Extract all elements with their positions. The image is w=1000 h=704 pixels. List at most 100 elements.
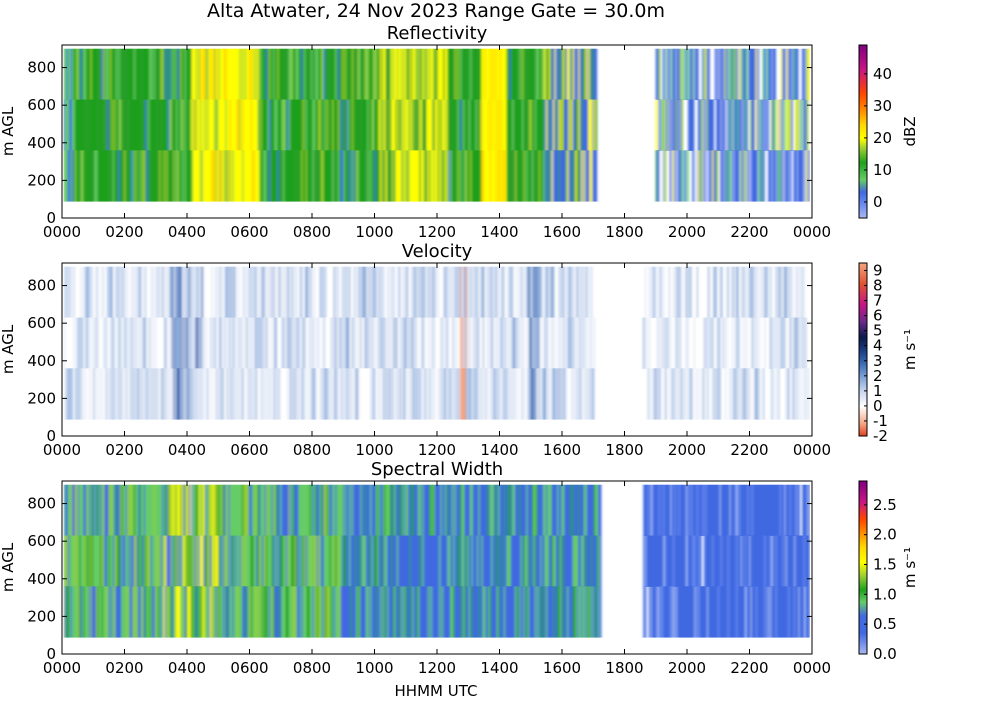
spectral-width-cell xyxy=(498,535,501,587)
reflectivity-cell xyxy=(485,99,488,151)
spectral-width-cell xyxy=(424,535,427,587)
velocity-cell xyxy=(301,317,304,369)
velocity-cell xyxy=(648,317,651,369)
reflectivity-cell xyxy=(236,150,239,202)
reflectivity-xtick-label: 1400 xyxy=(480,223,518,241)
spectral-width-cell xyxy=(537,535,540,587)
reflectivity-cell xyxy=(674,99,677,151)
velocity-cell xyxy=(395,317,398,369)
reflectivity-cell xyxy=(693,48,696,101)
velocity-cell xyxy=(264,317,267,369)
reflectivity-cell xyxy=(177,99,180,151)
reflectivity-cell xyxy=(471,99,474,151)
velocity-cell xyxy=(124,317,127,369)
spectral-width-cell xyxy=(389,586,392,638)
velocity-cell xyxy=(374,266,377,319)
spectral-width-cell xyxy=(789,535,792,587)
velocity-cell xyxy=(319,368,322,420)
spectral-width-cell xyxy=(507,484,510,537)
velocity-cell xyxy=(86,368,89,420)
reflectivity-cell xyxy=(282,150,285,202)
spectral-width-cell xyxy=(740,484,743,537)
velocity-cell xyxy=(235,317,238,369)
reflectivity-cell xyxy=(139,99,142,151)
velocity-cell xyxy=(740,368,743,420)
velocity-cell xyxy=(360,266,363,319)
reflectivity-cell xyxy=(117,48,120,101)
reflectivity-cell xyxy=(465,99,468,151)
velocity-cell xyxy=(133,368,136,420)
spectral-width-cell xyxy=(750,484,753,537)
spectral-width-cell xyxy=(524,586,527,638)
reflectivity-cell xyxy=(216,48,219,101)
spectral-width-cell xyxy=(121,586,124,638)
reflectivity-cell xyxy=(119,48,122,101)
reflectivity-cell xyxy=(94,99,97,151)
spectral-width-cell xyxy=(789,484,792,537)
spectral-width-cell xyxy=(205,586,208,638)
velocity-cell xyxy=(502,266,505,319)
spectral-width-cell xyxy=(79,484,82,537)
reflectivity-cell xyxy=(157,99,160,151)
velocity-cell xyxy=(370,368,373,420)
spectral-width-cell xyxy=(235,484,238,537)
spectral-width-cell xyxy=(339,484,342,537)
reflectivity-cell xyxy=(447,150,450,202)
velocity-cell xyxy=(208,317,211,369)
velocity-cell xyxy=(275,317,278,369)
velocity-cell xyxy=(180,266,183,319)
spectral-width-cell xyxy=(413,535,416,587)
spectral-width-cell xyxy=(114,535,117,587)
velocity-cell xyxy=(681,317,684,369)
velocity-cell xyxy=(322,266,325,319)
spectral-width-cell xyxy=(112,586,115,638)
spectral-width-cell xyxy=(288,586,291,638)
reflectivity-cell xyxy=(741,150,744,202)
velocity-cell xyxy=(729,317,732,369)
velocity-cell xyxy=(469,266,472,319)
velocity-cell xyxy=(70,317,73,369)
spectral-width-cell xyxy=(315,535,318,587)
velocity-cell xyxy=(209,368,212,420)
spectral-width-cell xyxy=(454,484,457,537)
velocity-cell xyxy=(567,266,570,319)
spectral-width-cell xyxy=(337,535,340,587)
reflectivity-cell xyxy=(379,150,382,202)
reflectivity-cell xyxy=(669,150,672,202)
reflectivity-cell xyxy=(250,150,253,202)
reflectivity-cell xyxy=(571,99,574,151)
reflectivity-cell xyxy=(486,150,489,202)
velocity-cell xyxy=(233,266,236,319)
velocity-cell xyxy=(561,266,564,319)
reflectivity-cell xyxy=(479,150,482,202)
reflectivity-cell xyxy=(264,99,267,151)
spectral-width-cell xyxy=(333,484,336,537)
velocity-cell xyxy=(738,368,741,420)
reflectivity-cell xyxy=(589,99,592,151)
spectral-width-cell xyxy=(93,586,96,638)
reflectivity-cell xyxy=(274,48,277,101)
velocity-cell xyxy=(744,317,747,369)
spectral-width-cell xyxy=(767,535,770,587)
spectral-width-cell xyxy=(64,535,67,587)
reflectivity-cell xyxy=(462,48,465,101)
velocity-cell xyxy=(252,317,255,369)
reflectivity-cell xyxy=(378,99,381,151)
spectral-width-cell xyxy=(529,484,532,537)
spectral-width-cell xyxy=(776,484,779,537)
velocity-cell xyxy=(658,317,661,369)
spectral-width-cell xyxy=(530,484,533,537)
reflectivity-cell xyxy=(320,48,323,101)
reflectivity-cell xyxy=(191,99,194,151)
reflectivity-cell xyxy=(522,99,525,151)
spectral-width-cell xyxy=(684,535,687,587)
velocity-cell xyxy=(520,266,523,319)
spectral-width-cell xyxy=(486,484,489,537)
spectral-width-cell xyxy=(719,535,722,587)
spectral-width-cell xyxy=(340,586,343,638)
reflectivity-cell xyxy=(202,99,205,151)
velocity-cell xyxy=(703,368,706,420)
spectral-width-cell xyxy=(192,484,195,537)
spectral-width-cell xyxy=(443,535,446,587)
reflectivity-cell xyxy=(662,150,665,202)
